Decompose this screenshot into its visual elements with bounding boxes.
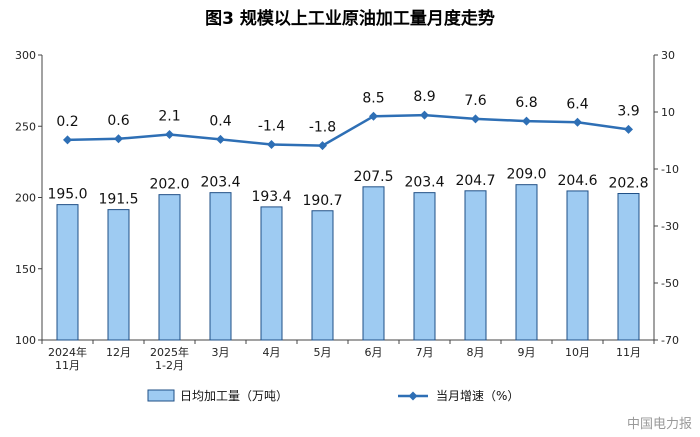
bar <box>413 192 436 341</box>
x-tick-label: 8月 <box>467 346 485 359</box>
growth-value-label: 0.6 <box>107 113 129 129</box>
growth-point <box>420 110 429 120</box>
watermark-text: 中国电力报 <box>627 417 692 432</box>
growth-point <box>267 139 276 149</box>
legend: 日均加工量（万吨） 当月增速（%） <box>147 389 519 403</box>
bar <box>311 210 334 341</box>
bar <box>260 206 283 341</box>
x-tick-label: 4月 <box>263 346 281 359</box>
legend-swatch-marker <box>408 391 418 401</box>
bar <box>617 193 640 341</box>
growth-value-label: 8.5 <box>362 90 384 106</box>
legend-swatch-bar <box>147 389 175 402</box>
growth-value-label: -1.8 <box>309 120 336 136</box>
right-tick-label: 30 <box>661 49 675 62</box>
growth-point <box>624 124 633 134</box>
x-tick-label: 2025年 1-2月 <box>150 345 189 372</box>
growth-series-line <box>67 113 629 147</box>
bar <box>515 184 538 341</box>
growth-value-label: 2.1 <box>158 109 180 125</box>
growth-point <box>369 111 378 121</box>
bar-value-label: 209.0 <box>506 167 546 183</box>
bar <box>56 204 79 341</box>
growth-value-label: 7.6 <box>464 93 486 109</box>
growth-point <box>522 116 531 126</box>
legend-label-line: 当月增速（%） <box>436 389 519 403</box>
growth-value-label: 3.9 <box>617 103 639 119</box>
x-tick-label: 9月 <box>518 346 536 359</box>
growth-point <box>165 130 174 140</box>
bar-value-label: 193.4 <box>251 189 291 205</box>
left-tick-label: 300 <box>15 49 36 62</box>
x-tick-label: 7月 <box>416 346 434 359</box>
bar-value-label: 191.5 <box>98 192 138 208</box>
bar <box>464 190 487 341</box>
growth-point <box>471 114 480 124</box>
growth-value-label: -1.4 <box>258 118 285 134</box>
bar-value-label: 190.7 <box>302 193 342 209</box>
x-tick-label: 5月 <box>314 346 332 359</box>
x-tick-label: 11月 <box>616 346 641 359</box>
growth-value-label: 6.4 <box>566 96 588 112</box>
watermark: 中国电力报 <box>627 417 692 432</box>
x-tick-label: 10月 <box>565 346 590 359</box>
x-tick-label: 12月 <box>106 346 131 359</box>
bar <box>209 192 232 341</box>
growth-value-label: 0.4 <box>209 113 231 129</box>
left-tick-label: 250 <box>15 120 36 133</box>
growth-value-label: 0.2 <box>56 114 78 130</box>
growth-point <box>318 141 327 151</box>
x-tick-label: 6月 <box>365 346 383 359</box>
chart-title: 图3 规模以上工业原油加工量月度走势 <box>205 8 495 29</box>
bar-value-label: 202.0 <box>149 177 189 193</box>
bar <box>566 190 589 341</box>
growth-point <box>216 134 225 144</box>
x-tick-label: 3月 <box>212 346 230 359</box>
right-tick-label: -10 <box>661 163 679 176</box>
left-tick-label: 100 <box>15 334 36 347</box>
growth-value-label: 8.9 <box>413 89 435 105</box>
right-tick-label: -50 <box>661 277 679 290</box>
bar-value-label: 202.8 <box>608 176 648 192</box>
bar <box>362 186 385 341</box>
bar-value-label: 207.5 <box>353 169 393 185</box>
right-tick-label: -30 <box>661 220 679 233</box>
legend-label-bar: 日均加工量（万吨） <box>180 389 288 403</box>
growth-point <box>114 134 123 144</box>
data-labels: 195.0 191.5 202.0 203.4 193.4 190.7 207.5 203.4… <box>47 89 648 209</box>
bar-value-label: 195.0 <box>47 187 87 203</box>
bar-value-label: 204.6 <box>557 173 597 189</box>
bar-value-label: 204.7 <box>455 173 495 189</box>
right-tick-label: 10 <box>661 106 675 119</box>
bars <box>56 184 640 341</box>
growth-value-label: 6.8 <box>515 95 537 111</box>
bar-value-label: 203.4 <box>404 175 444 191</box>
left-tick-label: 150 <box>15 263 36 276</box>
bar <box>107 209 130 341</box>
growth-line <box>63 110 633 151</box>
growth-point <box>573 117 582 127</box>
left-tick-label: 200 <box>15 192 36 205</box>
bar-value-label: 203.4 <box>200 175 240 191</box>
right-tick-label: -70 <box>661 334 679 347</box>
bar <box>158 194 181 341</box>
x-tick-label: 2024年 11月 <box>48 345 87 372</box>
growth-point <box>63 135 72 145</box>
axes: 100 150 200 250 300 -70 -50 -30 -10 10 30 2024年 11月 1… <box>15 49 679 372</box>
